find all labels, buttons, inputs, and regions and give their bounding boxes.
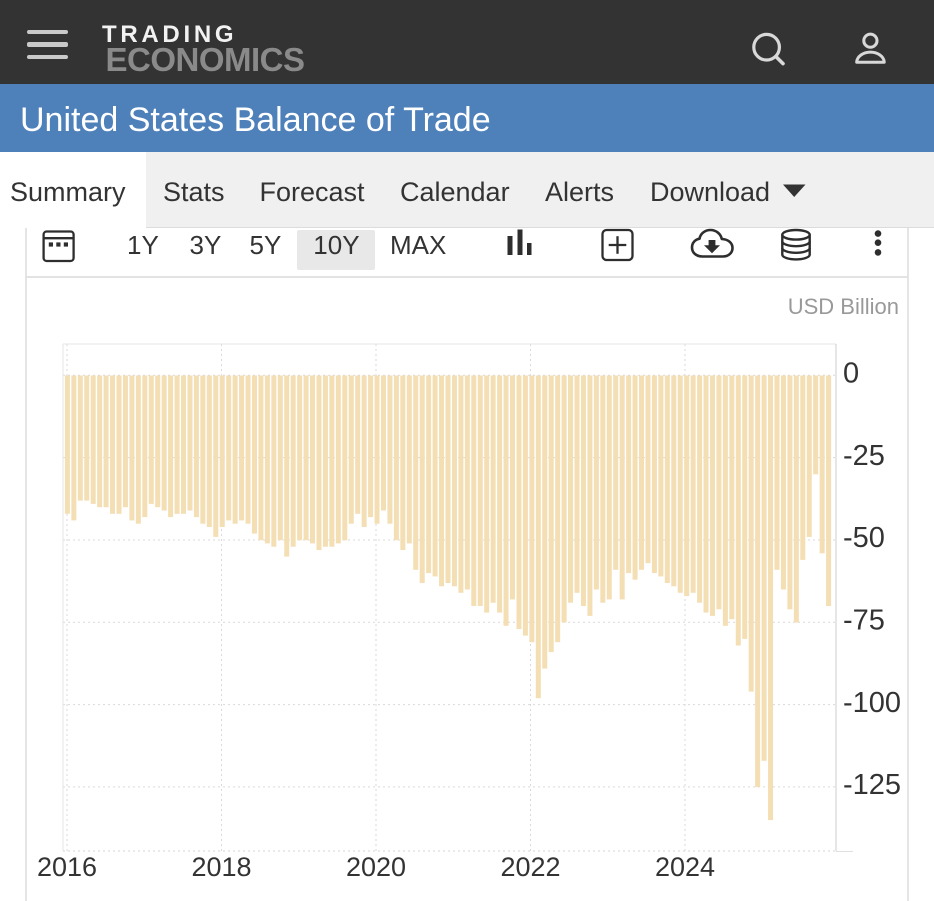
svg-text:2024: 2024 bbox=[655, 852, 715, 882]
svg-text:-50: -50 bbox=[843, 522, 885, 554]
svg-text:2022: 2022 bbox=[500, 852, 560, 882]
svg-text:2020: 2020 bbox=[346, 852, 406, 882]
svg-text:0: 0 bbox=[843, 358, 859, 390]
svg-text:USD Billion: USD Billion bbox=[788, 294, 899, 319]
svg-text:2018: 2018 bbox=[191, 852, 251, 882]
svg-text:-125: -125 bbox=[843, 769, 901, 801]
svg-text:-25: -25 bbox=[843, 440, 885, 472]
svg-text:2016: 2016 bbox=[37, 852, 97, 882]
svg-text:-100: -100 bbox=[843, 687, 901, 719]
svg-text:-75: -75 bbox=[843, 605, 885, 637]
